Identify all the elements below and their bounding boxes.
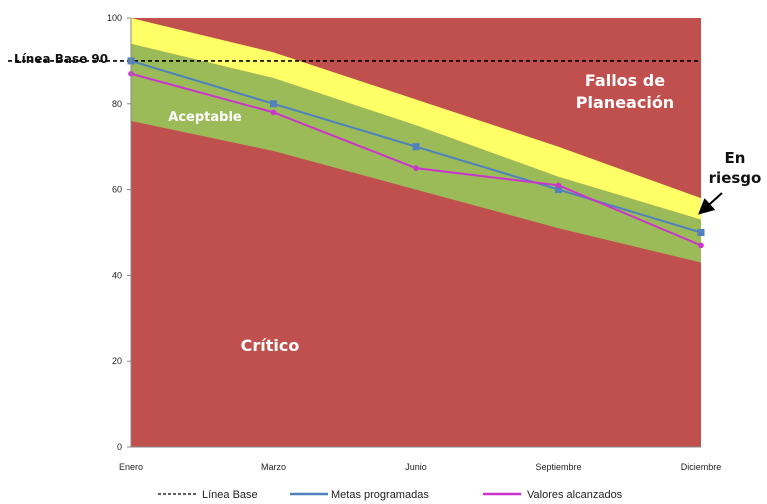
plot-area [8,18,705,447]
y-tick-label: 20 [112,356,122,366]
legend-label: Línea Base [202,489,258,501]
x-tick-label: Marzo [261,462,286,472]
x-tick-label: Enero [119,462,143,472]
y-tick-label: 80 [112,99,122,109]
y-tick-label: 60 [112,185,122,195]
metas-point [697,229,705,236]
zone-label-fallos-line2: Planeación [576,93,674,112]
y-tick-label: 40 [112,270,122,280]
band-aceptable [131,43,701,263]
x-axis: Enero Marzo Junio Septiembre Diciembre [119,446,722,472]
zone-label-fallos-line1: Fallos de [585,71,665,90]
y-axis: 0 20 40 60 80 100 [107,13,132,452]
baseline-label: Línea Base 90 [14,52,108,66]
valores-point [698,242,704,249]
zone-label-aceptable: Aceptable [168,110,242,125]
en-riesgo-label-line1: En [725,149,746,167]
legend-label: Metas programadas [331,489,429,501]
en-riesgo-label-line2: riesgo [709,169,762,187]
x-tick-label: Diciembre [681,462,722,472]
zone-label-critico: Crítico [241,336,300,355]
y-tick-label: 100 [107,13,122,23]
legend-label: Valores alcanzados [527,489,623,501]
x-tick-label: Junio [405,462,427,472]
metas-point [412,143,420,151]
en-riesgo-arrow [698,192,723,215]
metas-point [555,186,562,194]
legend: Línea Base Metas programadas Valores alcan… [158,489,623,501]
valores-point [413,165,419,171]
band-en-riesgo [131,18,701,220]
y-tick-label: 0 [117,442,122,452]
valores-point [270,109,277,116]
metas-point [270,100,277,108]
x-tick-label: Septiembre [535,462,581,472]
valores-point [555,182,562,189]
